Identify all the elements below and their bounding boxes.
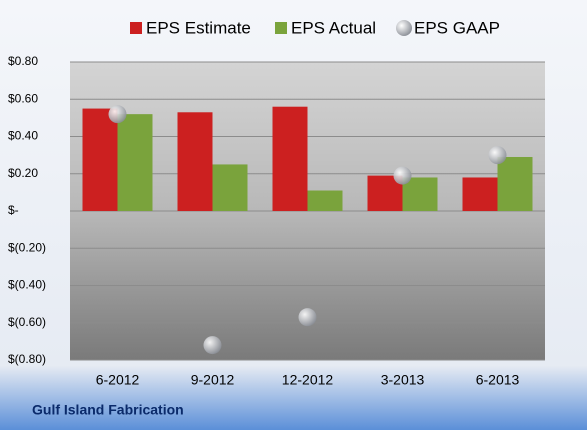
gaap-marker	[488, 146, 507, 165]
y-tick-label: $0.60	[8, 91, 38, 105]
bar	[272, 106, 308, 211]
bar	[402, 177, 438, 211]
y-tick-label: $(0.60)	[8, 315, 46, 329]
bar	[212, 164, 248, 211]
y-tick-label: $-	[8, 203, 19, 217]
x-tick-label: 6-2013	[476, 372, 520, 388]
x-tick-label: 9-2012	[191, 372, 235, 388]
y-tick-label: $0.80	[8, 54, 38, 68]
gaap-marker	[108, 105, 127, 124]
legend-label: EPS Estimate	[146, 18, 251, 37]
y-tick-label: $(0.20)	[8, 240, 46, 254]
gaap-marker	[393, 166, 412, 185]
bar	[497, 156, 533, 211]
legend-label: EPS GAAP	[414, 18, 500, 37]
legend-label: EPS Actual	[291, 18, 376, 37]
gaap-marker	[203, 336, 222, 355]
legend-marker	[275, 22, 287, 34]
y-tick-label: $0.20	[8, 166, 38, 180]
bar	[117, 114, 153, 211]
legend-marker	[130, 22, 142, 34]
y-tick-label: $0.40	[8, 129, 38, 143]
bar	[82, 108, 118, 211]
footer: Gulf Island Fabrication	[32, 402, 184, 418]
y-tick-label: $(0.40)	[8, 278, 46, 292]
x-tick-label: 3-2013	[381, 372, 425, 388]
bar	[462, 177, 498, 211]
y-tick-label: $(0.80)	[8, 352, 46, 366]
legend-marker	[396, 20, 412, 36]
x-tick-label: 12-2012	[282, 372, 334, 388]
gaap-marker	[298, 308, 317, 327]
x-tick-label: 6-2012	[96, 372, 140, 388]
bar	[177, 112, 213, 211]
bar	[307, 190, 343, 211]
